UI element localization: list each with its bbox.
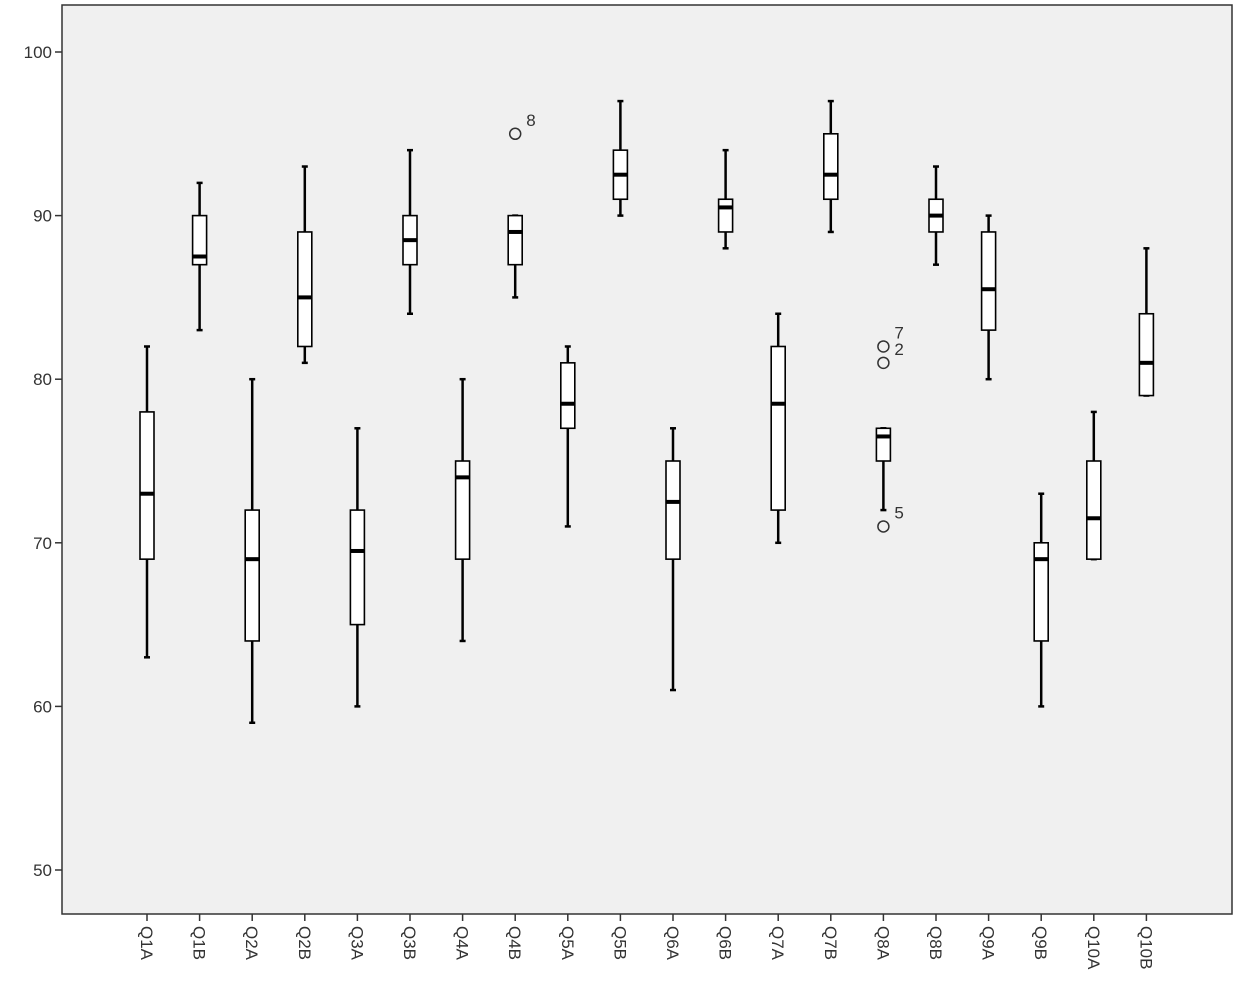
box-q4a: [454, 377, 471, 643]
box-q4b: 8: [507, 111, 536, 299]
box-iqr: [770, 345, 787, 511]
box-q5b: [612, 99, 629, 217]
x-tick-label: Q4B: [505, 926, 524, 960]
x-tick-label: Q7B: [821, 926, 840, 960]
box-q5a: [559, 345, 576, 528]
y-axis: 50 60 70 80 90 100: [24, 43, 62, 880]
x-tick-label: Q2B: [295, 926, 314, 960]
x-tick-label: Q3A: [347, 926, 366, 961]
box-iqr: [822, 133, 839, 201]
x-tick-label: Q5B: [610, 926, 629, 960]
x-tick-label: Q9B: [1031, 926, 1050, 960]
box-q8a: 72 5: [875, 323, 904, 533]
box-iqr: [980, 231, 997, 331]
outlier-point: [877, 340, 890, 353]
y-tick-label: 80: [33, 370, 52, 389]
box-q1a: [139, 345, 155, 659]
x-tick-label: Q6A: [663, 926, 682, 961]
box-iqr: [454, 460, 471, 560]
x-tick-label: Q7A: [768, 926, 787, 961]
outlier-label: 8: [526, 111, 535, 130]
x-tick-label: Q4A: [453, 926, 472, 961]
box-q3a: [349, 427, 366, 708]
box-iqr: [191, 214, 208, 266]
outlier-point: [877, 520, 890, 533]
outlier-label: 5: [894, 503, 903, 522]
x-tick-label: Q10B: [1136, 926, 1155, 969]
box-iqr: [244, 509, 260, 642]
x-tick-label: Q5A: [558, 926, 577, 961]
box-q8b: [928, 165, 944, 266]
x-axis: Q1A Q1B Q2A Q2B Q3A Q3B Q4A Q4B Q5A Q5B Q6A Q6B Q7A Q…: [137, 914, 1155, 970]
box-iqr: [296, 231, 313, 348]
outlier-label: 7: [894, 323, 903, 342]
x-tick-label: Q2A: [242, 926, 261, 961]
box-iqr: [507, 214, 524, 266]
x-tick-label: Q9A: [979, 926, 998, 961]
box-q10a: [1086, 410, 1102, 561]
y-tick-label: 60: [33, 697, 52, 716]
box-iqr: [875, 427, 892, 462]
box-iqr: [1138, 312, 1155, 397]
box-series: 8 72 5: [139, 99, 1155, 725]
x-tick-label: Q1A: [137, 926, 156, 961]
outlier-label: 2: [894, 340, 903, 359]
y-tick-label: 100: [24, 43, 52, 62]
box-q7a: [770, 312, 787, 545]
x-tick-label: Q10A: [1084, 926, 1103, 970]
box-q7b: [822, 99, 839, 234]
box-q2b: [296, 165, 313, 365]
box-q10b: [1138, 247, 1155, 397]
box-iqr: [1086, 460, 1102, 560]
x-tick-label: Q3B: [400, 926, 419, 960]
box-iqr: [717, 198, 734, 233]
x-tick-label: Q8B: [926, 926, 945, 960]
box-q6b: [717, 148, 734, 250]
x-tick-label: Q1B: [190, 926, 209, 960]
box-iqr: [665, 460, 681, 560]
outlier-point: [508, 127, 522, 141]
box-iqr: [349, 509, 366, 626]
y-tick-label: 50: [33, 861, 52, 880]
x-tick-label: Q8A: [873, 926, 892, 961]
box-q9b: [1033, 492, 1049, 708]
y-tick-label: 90: [33, 207, 52, 226]
box-q1b: [191, 181, 208, 332]
box-q6a: [665, 427, 681, 692]
box-q3b: [402, 148, 418, 316]
box-q2a: [244, 377, 260, 725]
box-iqr: [1033, 541, 1049, 642]
box-iqr: [139, 411, 155, 560]
y-tick-label: 70: [33, 534, 52, 553]
plot-area: [61, 4, 1233, 915]
x-tick-label: Q6B: [716, 926, 735, 960]
outlier-point: [877, 356, 890, 370]
box-iqr: [559, 362, 576, 430]
box-q9a: [980, 214, 997, 381]
